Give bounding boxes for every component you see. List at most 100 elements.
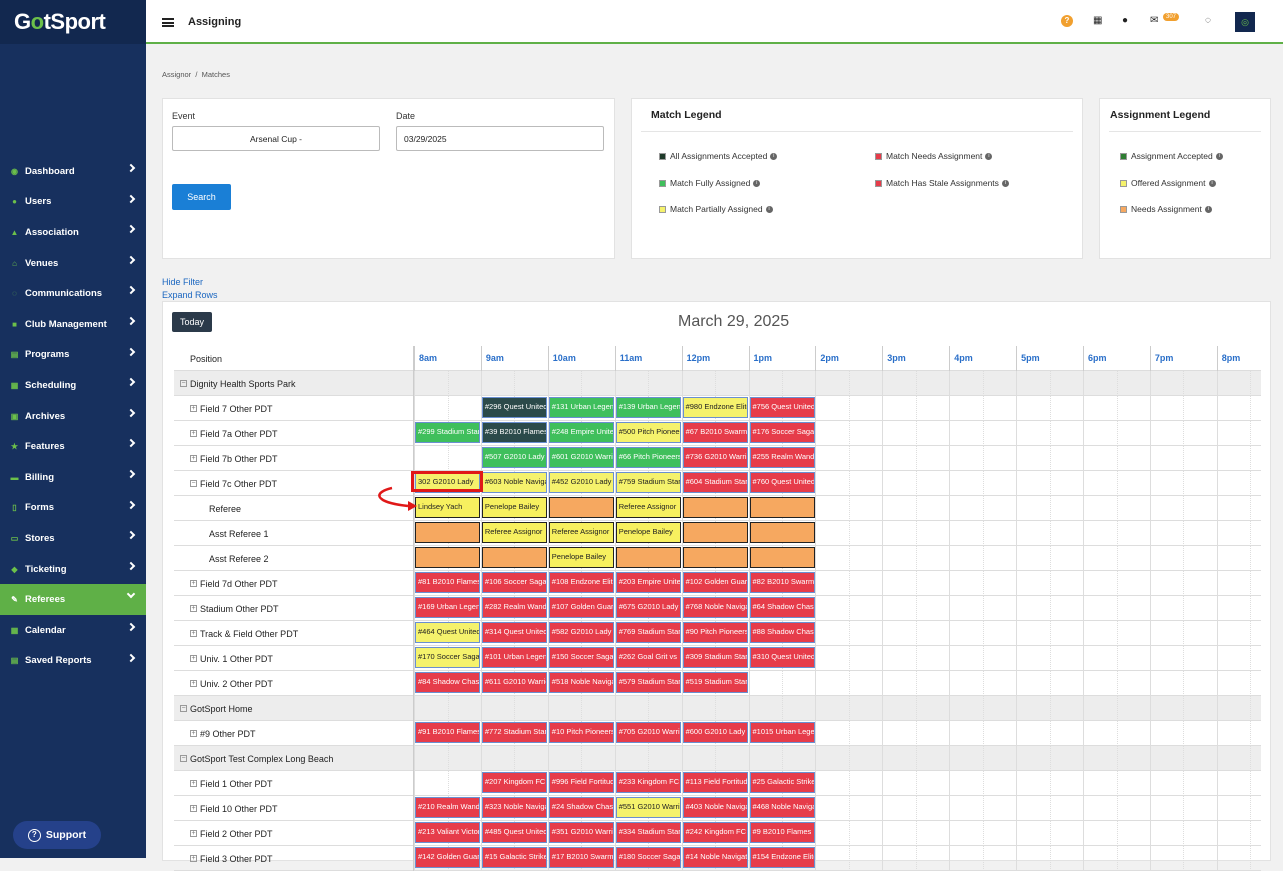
match-block[interactable]: #139 Urban Legends <box>615 397 681 418</box>
assignment-slot[interactable]: Penelope Bailey <box>615 522 681 543</box>
match-block[interactable]: #611 G2010 Warriors <box>481 672 547 693</box>
expand-icon[interactable]: + <box>190 630 197 637</box>
match-block[interactable]: #207 Kingdom FC <box>481 772 547 793</box>
match-block[interactable]: #519 Stadium Stars <box>682 672 748 693</box>
match-block[interactable]: #88 Shadow Chasers <box>749 622 815 643</box>
match-block[interactable]: #102 Golden Guardians <box>682 572 748 593</box>
sidebar-item-saved-reports[interactable]: ▤ Saved Reports <box>0 646 146 677</box>
search-button[interactable]: Search <box>172 184 231 210</box>
match-block[interactable]: #759 Stadium Stars <box>615 472 681 493</box>
app-switch-icon[interactable]: ◎ <box>1235 12 1255 32</box>
info-icon[interactable]: i <box>1001 179 1009 187</box>
match-block[interactable]: #1015 Urban Legends <box>749 722 815 743</box>
sidebar-item-dashboard[interactable]: ◉ Dashboard <box>0 156 146 187</box>
assignment-slot[interactable] <box>682 522 748 543</box>
match-block[interactable]: #106 Soccer Saga <box>481 572 547 593</box>
match-block[interactable]: #604 Stadium Stars <box>682 472 748 493</box>
match-block[interactable]: #84 Shadow Chasers <box>415 672 480 693</box>
match-block[interactable]: #464 Quest United <box>415 622 480 643</box>
match-block[interactable]: #66 Pitch Pioneers <box>615 447 681 468</box>
expand-icon[interactable]: + <box>190 780 197 787</box>
info-icon[interactable]: i <box>1204 205 1212 213</box>
match-block[interactable]: #255 Realm Wanderers <box>749 447 815 468</box>
sidebar-item-referees[interactable]: ✎ Referees <box>0 584 146 615</box>
match-block[interactable]: #9 B2010 Flames <box>749 822 815 843</box>
match-block[interactable]: #176 Soccer Saga <box>749 422 815 443</box>
match-block[interactable]: #248 Empire United <box>548 422 614 443</box>
assignment-slot[interactable] <box>615 547 681 568</box>
sidebar-item-club-management[interactable]: ■ Club Management <box>0 309 146 340</box>
match-block[interactable]: #518 Noble Navigators <box>548 672 614 693</box>
expand-icon[interactable]: + <box>190 455 197 462</box>
expand-icon[interactable]: + <box>190 430 197 437</box>
match-block[interactable]: #82 B2010 Swarm <box>749 572 815 593</box>
collapse-icon[interactable]: − <box>180 755 187 762</box>
grid-icon[interactable]: ▦ <box>1093 15 1103 26</box>
assignment-slot[interactable] <box>749 547 815 568</box>
match-block[interactable]: #233 Kingdom FC <box>615 772 681 793</box>
collapse-icon[interactable]: − <box>180 705 187 712</box>
match-block[interactable]: #705 G2010 Warriors <box>615 722 681 743</box>
assignment-slot[interactable] <box>749 522 815 543</box>
assignment-slot[interactable] <box>749 497 815 518</box>
info-icon[interactable]: i <box>1208 179 1216 187</box>
hide-filter-link[interactable]: Hide Filter <box>162 277 204 287</box>
match-block[interactable]: #768 Noble Navigators <box>682 597 748 618</box>
chat-icon[interactable]: ◌ <box>1205 15 1211 26</box>
mail-icon[interactable]: ✉ <box>1150 15 1159 26</box>
match-block[interactable]: #601 G2010 Warriors <box>548 447 614 468</box>
assignment-slot[interactable]: Penelope Bailey <box>481 497 547 518</box>
sidebar-item-features[interactable]: ★ Features <box>0 431 146 462</box>
info-icon[interactable]: i <box>765 205 773 213</box>
match-block[interactable]: #25 Galactic Strikers <box>749 772 815 793</box>
breadcrumb-assignor[interactable]: Assignor <box>162 70 192 79</box>
match-block[interactable]: #351 G2010 Warriors <box>548 822 614 843</box>
match-block[interactable]: #262 Goal Grit vs <box>615 647 681 668</box>
date-input[interactable]: 03/29/2025 <box>396 126 604 151</box>
match-block[interactable]: #101 Urban Legends <box>481 647 547 668</box>
match-block[interactable]: #996 Field Fortitude <box>548 772 614 793</box>
match-block[interactable]: #107 Golden Guardians <box>548 597 614 618</box>
info-icon[interactable]: i <box>1215 152 1223 160</box>
sidebar-item-users[interactable]: ● Users <box>0 187 146 218</box>
match-block[interactable]: #756 Quest United <box>749 397 815 418</box>
match-block[interactable]: #282 Realm Wanderers <box>481 597 547 618</box>
match-block[interactable]: #39 B2010 Flames <box>481 422 547 443</box>
match-block[interactable]: #507 G2010 Lady <box>481 447 547 468</box>
expand-icon[interactable]: + <box>190 405 197 412</box>
sidebar-item-association[interactable]: ▲ Association <box>0 217 146 248</box>
match-block[interactable]: #310 Quest United <box>749 647 815 668</box>
collapse-icon[interactable]: − <box>180 380 187 387</box>
match-block[interactable]: #675 G2010 Lady <box>615 597 681 618</box>
sidebar-item-stores[interactable]: ▭ Stores <box>0 523 146 554</box>
match-block[interactable]: #323 Noble Navigators <box>481 797 547 818</box>
assignment-slot[interactable]: Referee Assignor <box>548 522 614 543</box>
match-block[interactable]: #169 Urban Legends <box>415 597 480 618</box>
match-block[interactable]: #334 Stadium Stars <box>615 822 681 843</box>
match-block[interactable]: #485 Quest United <box>481 822 547 843</box>
help-icon[interactable]: ? <box>1061 15 1073 27</box>
match-block[interactable]: #210 Realm Wanderers <box>415 797 480 818</box>
info-icon[interactable]: i <box>753 179 761 187</box>
assignment-slot[interactable] <box>682 497 748 518</box>
match-block[interactable]: #403 Noble Navigators <box>682 797 748 818</box>
assignment-slot[interactable] <box>415 522 480 543</box>
match-block[interactable]: #603 Noble Navigators <box>481 472 547 493</box>
match-block[interactable]: #108 Endzone Elite <box>548 572 614 593</box>
sidebar-item-scheduling[interactable]: ▦ Scheduling <box>0 370 146 401</box>
user-icon[interactable]: ● <box>1122 15 1129 26</box>
match-block[interactable]: #296 Quest United <box>481 397 547 418</box>
expand-icon[interactable]: + <box>190 605 197 612</box>
sidebar-item-venues[interactable]: ⌂ Venues <box>0 248 146 279</box>
event-select[interactable]: Arsenal Cup - <box>172 126 380 151</box>
expand-icon[interactable]: + <box>190 830 197 837</box>
assignment-slot[interactable]: Referee Assignor <box>615 497 681 518</box>
match-block[interactable]: #309 Stadium Stars <box>682 647 748 668</box>
match-block[interactable]: #10 Pitch Pioneers <box>548 722 614 743</box>
match-block[interactable]: #760 Quest United <box>749 472 815 493</box>
match-block[interactable]: #24 Shadow Chasers <box>548 797 614 818</box>
info-icon[interactable]: i <box>985 152 993 160</box>
sidebar-item-forms[interactable]: ▯ Forms <box>0 493 146 524</box>
expand-rows-link[interactable]: Expand Rows <box>162 290 218 300</box>
